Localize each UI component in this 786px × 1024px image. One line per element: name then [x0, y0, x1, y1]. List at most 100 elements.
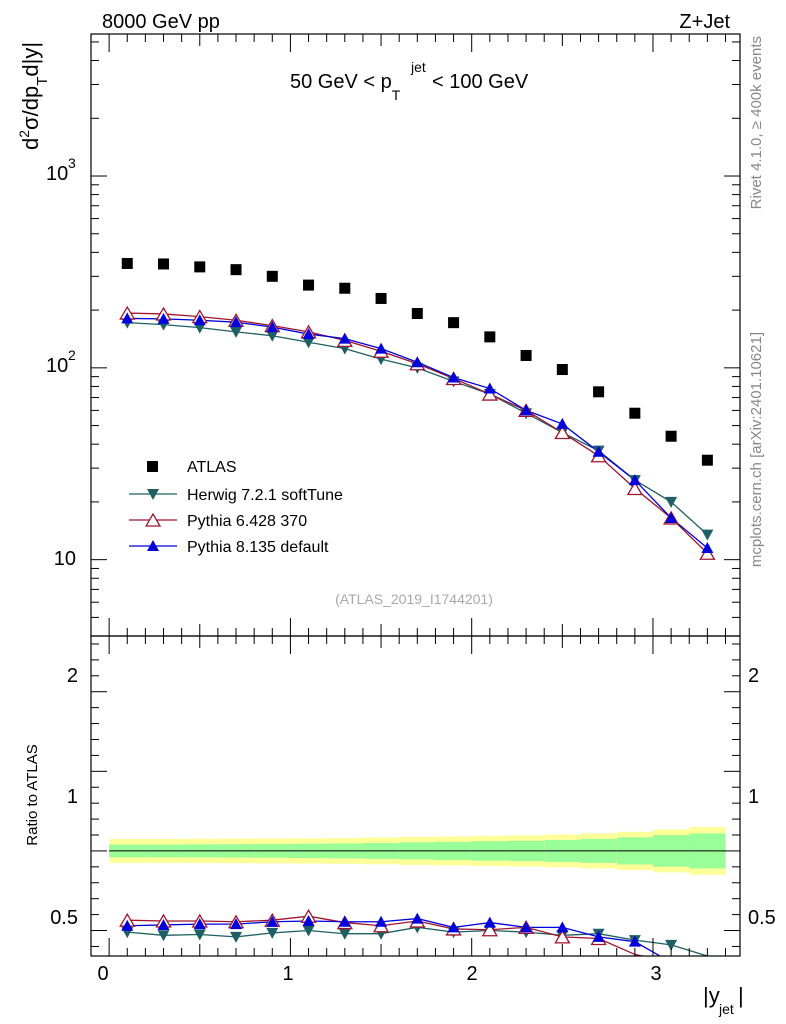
ratio-point-pythia8-6 — [338, 915, 351, 927]
main-point-herwig-2 — [193, 322, 206, 334]
main-point-herwig-4 — [266, 330, 279, 342]
main-point-pythia8-5 — [302, 328, 315, 340]
ratio-point-pythia8-10 — [483, 916, 496, 928]
ratio-point-herwig-15 — [665, 939, 678, 951]
main-ytick-label-10: 10 — [54, 548, 76, 570]
ratio-panel-frame — [90, 635, 741, 957]
main-point-atlas-15 — [665, 430, 677, 442]
ratio-point-pythia8-14 — [628, 935, 641, 947]
legend: ATLAS Herwig 7.2.1 softTune Pythia 6.428… — [129, 459, 343, 556]
main-point-pythia8-11 — [520, 404, 533, 416]
main-point-pythia8-8 — [411, 356, 424, 368]
main-point-pythia8-15 — [665, 511, 678, 523]
legend-label-pythia6: Pythia 6.428 370 — [187, 513, 307, 530]
mcplots-label: mcplots.cern.ch [arXiv:2401.10621] — [748, 332, 765, 567]
legend-label-atlas: ATLAS — [187, 459, 237, 476]
ratio-point-pythia8-12 — [556, 921, 569, 933]
main-ytick-label-100: 102 — [46, 347, 76, 377]
ratio-ytick-label-left-2: 2 — [67, 665, 78, 687]
main-point-atlas-13 — [593, 386, 605, 398]
rivet-version-label: Rivet 4.1.0, ≥ 400k events — [748, 36, 765, 209]
main-point-pythia8-9 — [447, 371, 460, 383]
legend-label-pythia8: Pythia 8.135 default — [187, 539, 329, 556]
ratio-point-herwig-3 — [230, 931, 243, 943]
main-point-atlas-3 — [230, 264, 242, 276]
main-point-atlas-5 — [303, 279, 315, 291]
ratio-ytick-label-right-1: 1 — [748, 786, 759, 808]
panel-title: 50 GeV < pTjet< 100 GeV — [290, 59, 529, 103]
main-point-pythia8-16 — [701, 542, 714, 554]
main-point-pythia8-7 — [375, 342, 388, 354]
ratio-point-herwig-5 — [302, 925, 315, 937]
ratio-y-axis-label: Ratio to ATLAS — [24, 744, 41, 845]
main-point-herwig-3 — [230, 326, 243, 338]
ratio-point-pythia8-5 — [302, 914, 315, 926]
legend-marker-pythia6 — [144, 512, 162, 527]
beam-label: 8000 GeV pp — [102, 11, 220, 33]
main-point-atlas-4 — [266, 270, 278, 282]
ratio-ytick-label-right-2: 2 — [748, 665, 759, 687]
ratio-point-herwig-6 — [338, 928, 351, 940]
ratio-point-pythia8-13 — [592, 930, 605, 942]
analysis-id: (ATLAS_2019_I1744201) — [335, 591, 493, 607]
ratio-point-pythia8-7 — [375, 915, 388, 927]
main-point-atlas-2 — [194, 261, 206, 273]
xtick-label-1: 1 — [282, 963, 293, 985]
main-point-atlas-16 — [701, 454, 713, 466]
main-point-pythia8-13 — [592, 445, 605, 457]
ratio-ytick-label-left-0.5: 0.5 — [50, 907, 78, 929]
main-point-pythia8-0 — [121, 312, 134, 324]
ratio-point-pythia8-4 — [266, 915, 279, 927]
main-point-pythia8-12 — [556, 417, 569, 429]
ratio-point-pythia8-0 — [121, 919, 134, 931]
ratio-point-pythia6-10 — [481, 922, 498, 937]
main-point-pythia8-6 — [338, 332, 351, 344]
ratio-point-herwig-1 — [157, 930, 170, 942]
main-point-herwig-5 — [302, 337, 315, 349]
process-label: Z+Jet — [679, 11, 730, 33]
main-point-pythia6-14 — [626, 481, 643, 496]
main-point-atlas-11 — [520, 349, 532, 361]
ratio-point-pythia8-3 — [230, 918, 243, 930]
main-ytick-label-1000: 103 — [46, 155, 76, 185]
main-point-atlas-1 — [158, 258, 170, 270]
main-point-pythia8-1 — [157, 312, 170, 324]
main-point-pythia6-10 — [481, 386, 498, 401]
ratio-ytick-label-right-0.5: 0.5 — [748, 907, 776, 929]
ratio-point-pythia8-8 — [411, 912, 424, 924]
ratio-point-pythia8-2 — [193, 918, 206, 930]
main-point-pythia8-4 — [266, 321, 279, 333]
legend-marker-herwig — [147, 489, 159, 500]
main-point-atlas-0 — [121, 257, 133, 269]
legend-marker-atlas — [147, 461, 158, 472]
main-point-atlas-6 — [339, 282, 351, 294]
ratio-point-pythia8-9 — [447, 921, 460, 933]
main-point-atlas-14 — [629, 407, 641, 419]
legend-label-herwig: Herwig 7.2.1 softTune — [187, 487, 343, 504]
legend-marker-pythia8 — [147, 540, 159, 551]
main-point-pythia8-2 — [193, 314, 206, 326]
xtick-label-3: 3 — [650, 963, 661, 985]
main-point-pythia8-3 — [230, 316, 243, 328]
ratio-point-herwig-4 — [266, 927, 279, 939]
main-y-axis-label: d2σ/dpTd|y| — [16, 42, 51, 150]
main-point-atlas-10 — [484, 331, 496, 343]
ratio-point-pythia6-12 — [554, 929, 571, 944]
main-point-atlas-8 — [411, 307, 423, 319]
ratio-point-herwig-2 — [193, 929, 206, 941]
main-point-herwig-16 — [701, 529, 714, 541]
main-point-atlas-9 — [448, 317, 460, 329]
main-point-atlas-7 — [375, 292, 387, 304]
main-point-pythia8-14 — [628, 474, 641, 486]
main-point-pythia8-10 — [483, 382, 496, 394]
x-axis-label: |yjet| — [703, 983, 744, 1017]
main-point-atlas-12 — [556, 364, 568, 376]
main-point-pythia6-12 — [554, 425, 571, 440]
ratio-point-pythia8-1 — [157, 918, 170, 930]
main-point-pythia6-16 — [699, 545, 716, 560]
xtick-label-2: 2 — [466, 963, 477, 985]
main-point-herwig-15 — [665, 496, 678, 508]
ratio-uncertainty-band — [109, 827, 726, 875]
ratio-point-pythia8-11 — [520, 921, 533, 933]
ratio-ytick-label-left-1: 1 — [67, 786, 78, 808]
